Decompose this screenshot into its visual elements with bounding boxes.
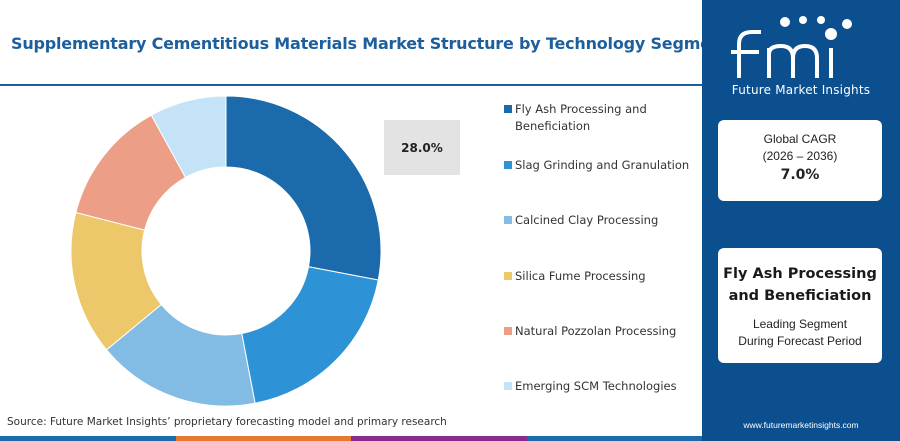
legend-swatch: [504, 327, 512, 335]
cagr-card: Global CAGR (2026 – 2036) 7.0%: [718, 120, 882, 201]
legend-label: Silica Fume Processing: [515, 269, 646, 283]
logo-tagline: Future Market Insights: [731, 83, 871, 97]
fmi-logo: fmi: [731, 16, 852, 78]
legend-swatch: [504, 161, 512, 169]
legend-item: Calcined Clay Processing: [504, 212, 700, 229]
chart-panel: Supplementary Cementitious Materials Mar…: [0, 34, 730, 441]
legend-swatch: [504, 105, 512, 113]
legend-item: Emerging SCM Technologies: [504, 378, 700, 395]
donut-slice-6: [150, 95, 227, 179]
sidebar: fmi Future Market Insights Global CAGR (…: [702, 0, 900, 441]
legend-swatch: [504, 272, 512, 280]
legend-label: Calcined Clay Processing: [515, 213, 659, 227]
forecast-period-label: During Forecast Period: [738, 334, 862, 348]
cagr-value: 7.0%: [780, 167, 820, 183]
title-divider: [0, 84, 702, 86]
donut-slice-1: [225, 95, 382, 281]
bottom-bar-segment: [175, 436, 351, 441]
leading-segment-label: Leading Segment: [752, 317, 848, 331]
website-url: www.futuremarketinsights.com: [743, 420, 859, 430]
cagr-period: (2026 – 2036): [762, 149, 838, 163]
legend-label: Natural Pozzolan Processing: [515, 324, 677, 338]
legend-swatch: [504, 382, 512, 390]
legend-label: Emerging SCM Technologies: [515, 379, 677, 393]
donut-slice-2: [241, 266, 379, 404]
leading-segment-name: Fly Ash Processing and Beneficiation: [723, 266, 877, 304]
bottom-color-bar: [0, 436, 702, 441]
bottom-bar-segment: [351, 436, 527, 441]
data-label-callout: 28.0%: [384, 120, 460, 175]
legend-swatch: [504, 216, 512, 224]
chart-title: Supplementary Cementitious Materials Mar…: [11, 34, 730, 53]
legend-item: Natural Pozzolan Processing: [504, 323, 700, 340]
donut-chart: [70, 95, 382, 407]
cagr-label: Global CAGR: [763, 132, 837, 146]
source-note: Source: Future Market Insights’ propriet…: [7, 416, 447, 428]
bottom-bar-segment: [0, 436, 176, 441]
bottom-bar-segment: [526, 436, 702, 441]
legend-item: Slag Grinding and Granulation: [504, 157, 700, 174]
legend-label: Slag Grinding and Granulation: [515, 158, 690, 172]
leading-segment-card: Fly Ash Processing and Beneficiation Lea…: [718, 248, 882, 363]
legend-label: Fly Ash Processing and Beneficiation: [515, 102, 647, 133]
legend-item: Silica Fume Processing: [504, 268, 700, 285]
legend-item: Fly Ash Processing and Beneficiation: [504, 101, 700, 135]
